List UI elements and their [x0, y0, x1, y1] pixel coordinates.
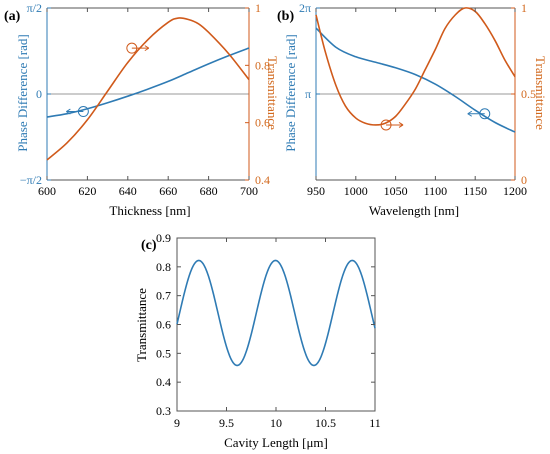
- a-ytick-left-label: −π/2: [20, 173, 42, 187]
- b-ytick-left-label: 2π: [299, 1, 311, 15]
- panel-a-axes: [46, 7, 250, 181]
- a-axis-marker-arrowhead: [144, 45, 150, 52]
- panel-b-plot: [315, 7, 516, 133]
- c-ytick-label: 0.6: [156, 318, 171, 332]
- c-frame: [176, 237, 376, 412]
- b-xtick-label: 1200: [503, 184, 527, 198]
- panel-c-ylabel: Transmittance: [134, 288, 149, 362]
- c-ytick-label: 0.8: [156, 260, 171, 274]
- a-xtick-label: 680: [200, 184, 218, 198]
- a-xtick-label: 600: [38, 184, 56, 198]
- b-ytick-right-label: 0.5: [521, 87, 536, 101]
- panel-b-ylabel-left: Phase Difference [rad]: [283, 34, 298, 151]
- panel-b-xlabel: Wavelength [nm]: [369, 203, 459, 218]
- c-xtick-label: 9.5: [219, 416, 234, 430]
- b-ytick-right-label: 1: [521, 1, 527, 15]
- panel-c: (c) 9 9.5 10 10.5 11 0.3 0.4 0.5 0.6 0.7 0.8 0.9 Ca…: [134, 231, 381, 450]
- c-xtick-label: 11: [369, 416, 381, 430]
- a-xtick-label: 620: [78, 184, 96, 198]
- b-axis-marker-arrowhead: [398, 122, 404, 128]
- b-ytick-left-label: π: [305, 87, 311, 101]
- panel-a-plot: [46, 17, 250, 161]
- b-series-right-line: [315, 7, 516, 126]
- a-series-right-line: [46, 17, 250, 161]
- c-ytick-label: 0.7: [156, 289, 171, 303]
- c-transmittance-line: [176, 259, 376, 367]
- c-xtick-label: 9: [174, 416, 180, 430]
- panel-b-ylabel-right: Transmittance: [533, 56, 548, 130]
- a-ytick-left-label: 0: [36, 87, 42, 101]
- a-ytick-right-label: 0.6: [255, 116, 270, 130]
- b-xtick-label: 1050: [384, 184, 408, 198]
- b-xtick-label: 950: [307, 184, 325, 198]
- panel-c-axes: [176, 237, 376, 412]
- b-xtick-label: 1000: [344, 184, 368, 198]
- c-ytick-label: 0.3: [156, 404, 171, 418]
- panel-c-ticks: 9 9.5 10 10.5 11 0.3 0.4 0.5 0.6 0.7 0.8 0.9: [156, 231, 381, 430]
- a-ytick-left-label: π/2: [27, 1, 42, 15]
- b-axis-marker-arrowhead: [467, 110, 473, 117]
- panel-a-label: (a): [4, 9, 21, 24]
- c-ytick-label: 0.9: [156, 231, 171, 245]
- panel-c-label: (c): [141, 238, 157, 253]
- a-xtick-label: 660: [159, 184, 177, 198]
- panel-b-axes: [315, 7, 516, 181]
- b-series-left-line: [315, 27, 516, 133]
- panel-c-plot: [176, 259, 376, 367]
- c-ytick-label: 0.5: [156, 346, 171, 360]
- b-xtick-label: 1100: [424, 184, 448, 198]
- a-ytick-right-label: 1: [255, 1, 261, 15]
- a-ytick-right-label: 0.8: [255, 58, 270, 72]
- a-xtick-label: 700: [240, 184, 258, 198]
- panel-a: (a) 600 620 640 660 680 700 −π/2 0 π/2 0.4 0.6 0.8 1…: [4, 1, 280, 218]
- panel-a-ticks: 600 620 640 660 680 700 −π/2 0 π/2 0.4 0.6 0.8 1: [20, 1, 270, 198]
- panel-b-label: (b): [277, 9, 294, 24]
- panel-b-ticks: 950 1000 1050 1100 1150 1200 π 2π 0 0.5 1: [299, 1, 536, 198]
- a-axis-marker-arrowhead: [66, 108, 71, 115]
- c-xtick-label: 10: [270, 416, 282, 430]
- panel-a-ylabel-right: Transmittance: [265, 56, 280, 130]
- panel-b: (b) 950 1000 1050 1100 1150 1200 π 2π 0 0.5 1 Wave…: [277, 1, 548, 218]
- a-series-left-line: [46, 47, 250, 118]
- b-xtick-label: 1150: [463, 184, 487, 198]
- panel-a-xlabel: Thickness [nm]: [109, 203, 190, 218]
- c-ytick-label: 0.4: [156, 375, 171, 389]
- b-ytick-right-label: 0: [521, 173, 527, 187]
- c-xtick-label: 10.5: [315, 416, 336, 430]
- a-ytick-right-label: 0.4: [255, 173, 270, 187]
- panel-a-ylabel-left: Phase Difference [rad]: [15, 34, 30, 151]
- a-xtick-label: 640: [119, 184, 137, 198]
- panel-c-xlabel: Cavity Length [μm]: [224, 435, 328, 450]
